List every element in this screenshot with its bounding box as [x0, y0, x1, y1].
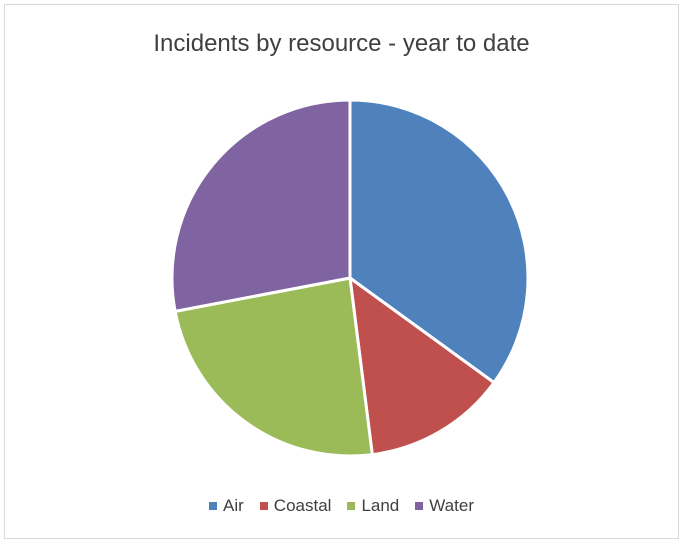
legend-item-air: Air: [209, 496, 244, 516]
pie-slice-coastal: [348, 276, 496, 457]
chart-title: Incidents by resource - year to date: [153, 30, 530, 57]
legend-label: Coastal: [273, 496, 332, 515]
pie-slice-water: [170, 98, 352, 313]
pie-slices: [170, 98, 530, 458]
legend-swatch: [259, 502, 268, 510]
legend-item-land: Land: [347, 496, 399, 516]
pie-slice-air: [348, 98, 530, 385]
legend-swatch: [347, 502, 356, 510]
legend-item-coastal: Coastal: [259, 496, 332, 516]
legend-label: Air: [223, 496, 244, 515]
legend-swatch: [209, 502, 218, 510]
legend-label: Water: [429, 496, 474, 515]
pie-slice-land: [173, 276, 374, 458]
legend: Air Coastal Land Water: [0, 496, 683, 516]
legend-swatch: [415, 502, 424, 510]
legend-item-water: Water: [415, 496, 474, 516]
legend-label: Land: [361, 496, 400, 515]
